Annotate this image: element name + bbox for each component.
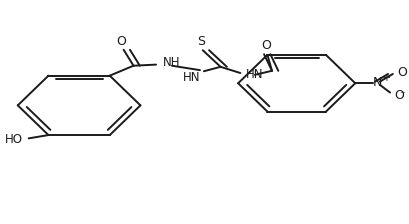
Text: ⁻: ⁻: [399, 90, 405, 100]
Text: O: O: [117, 35, 126, 48]
Text: HN: HN: [182, 71, 200, 84]
Text: HN: HN: [246, 68, 264, 81]
Text: S: S: [197, 35, 205, 48]
Text: N: N: [372, 76, 382, 89]
Text: HO: HO: [5, 133, 23, 146]
Text: O: O: [394, 89, 404, 102]
Text: +: +: [382, 73, 390, 83]
Text: O: O: [397, 66, 407, 79]
Text: NH: NH: [163, 56, 181, 69]
Text: O: O: [261, 39, 271, 52]
